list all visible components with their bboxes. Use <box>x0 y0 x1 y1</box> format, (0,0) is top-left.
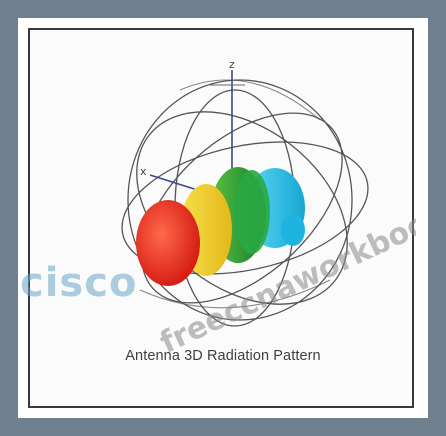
lobe-green-ring <box>234 170 270 254</box>
watermark-brand: cisco <box>20 260 138 306</box>
radiation-pattern-diagram: z x freeccnaworkbook.net <box>121 58 416 361</box>
lobe-red <box>136 200 200 286</box>
tilted-ellipse-b <box>141 112 343 304</box>
lobe-cyan-tail <box>281 214 305 246</box>
tilted-ellipse-a <box>136 111 348 305</box>
radiation-lobes <box>136 167 305 286</box>
front-wires <box>139 79 331 309</box>
figure-panel: z x freeccnaworkbook.net cisco Antenna 3… <box>20 28 416 408</box>
z-axis-label: z <box>229 58 235 71</box>
figure-caption: Antenna 3D Radiation Pattern <box>125 348 321 364</box>
meridian-ellipse <box>127 79 353 321</box>
x-axis-label: x <box>140 165 147 178</box>
